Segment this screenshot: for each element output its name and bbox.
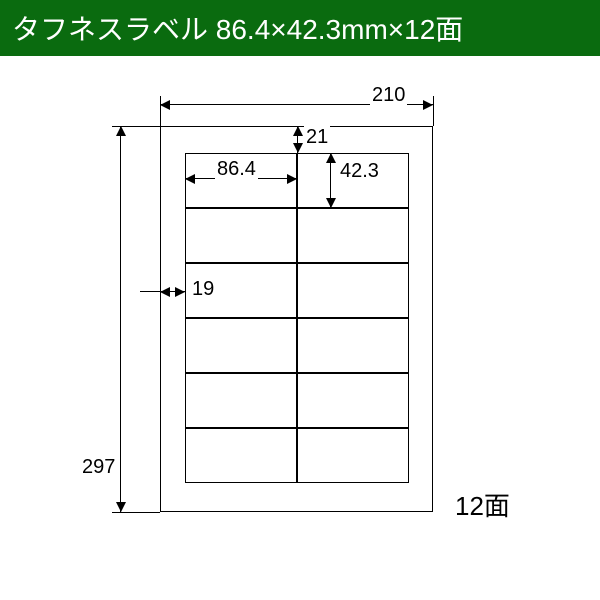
arrow-icon bbox=[116, 502, 126, 512]
arrow-icon bbox=[423, 100, 433, 110]
dim-ext-line bbox=[433, 96, 434, 126]
label-cell bbox=[185, 208, 297, 263]
dim-sheet-height-line bbox=[120, 126, 121, 512]
arrow-icon bbox=[160, 100, 170, 110]
arrow-icon bbox=[293, 143, 303, 153]
label-cell bbox=[185, 428, 297, 483]
dim-ext-line bbox=[140, 291, 160, 292]
dim-sheet-height-label: 297 bbox=[80, 456, 117, 479]
header-bar: タフネスラベル 86.4×42.3mm×12面 bbox=[0, 0, 600, 56]
dim-label-width-label: 86.4 bbox=[215, 158, 258, 181]
label-cell bbox=[297, 208, 409, 263]
label-cell bbox=[185, 318, 297, 373]
arrow-icon bbox=[326, 153, 336, 163]
dim-label-height-label: 42.3 bbox=[338, 160, 381, 183]
arrow-icon bbox=[287, 174, 297, 184]
dim-top-margin-label: 21 bbox=[304, 126, 330, 149]
arrow-icon bbox=[185, 174, 195, 184]
dim-sheet-width-label: 210 bbox=[370, 84, 407, 107]
label-cell bbox=[297, 373, 409, 428]
dim-ext-line bbox=[112, 512, 160, 513]
arrow-icon bbox=[326, 198, 336, 208]
label-cell bbox=[297, 428, 409, 483]
header-title: タフネスラベル 86.4×42.3mm×12面 bbox=[12, 8, 463, 48]
label-diagram: 210 21 86.4 42.3 19 297 12面 bbox=[0, 56, 600, 600]
label-cell bbox=[297, 318, 409, 373]
dim-left-margin-label: 19 bbox=[190, 278, 216, 301]
faces-count-label: 12面 bbox=[455, 486, 510, 523]
label-cell bbox=[185, 373, 297, 428]
arrow-icon bbox=[293, 126, 303, 136]
arrow-icon bbox=[116, 126, 126, 136]
label-cell bbox=[297, 263, 409, 318]
arrow-icon bbox=[160, 287, 170, 297]
arrow-icon bbox=[175, 287, 185, 297]
